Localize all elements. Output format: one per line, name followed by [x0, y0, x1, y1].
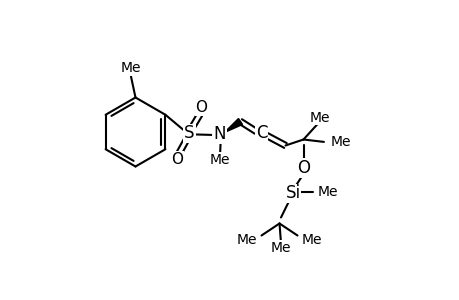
Polygon shape	[224, 118, 242, 133]
Text: Si: Si	[285, 184, 300, 202]
Text: Me: Me	[302, 233, 322, 247]
Text: O: O	[195, 100, 207, 116]
Text: Me: Me	[236, 233, 257, 247]
Text: S: S	[184, 124, 194, 142]
Text: Me: Me	[317, 185, 338, 199]
Text: N: N	[213, 125, 225, 143]
Text: Me: Me	[330, 136, 350, 149]
Text: Me: Me	[120, 61, 141, 75]
Text: O: O	[171, 152, 183, 166]
Text: Me: Me	[308, 111, 329, 124]
Text: O: O	[297, 159, 309, 177]
Text: Me: Me	[270, 241, 291, 255]
Text: Me: Me	[209, 153, 230, 167]
Text: C: C	[255, 124, 267, 142]
